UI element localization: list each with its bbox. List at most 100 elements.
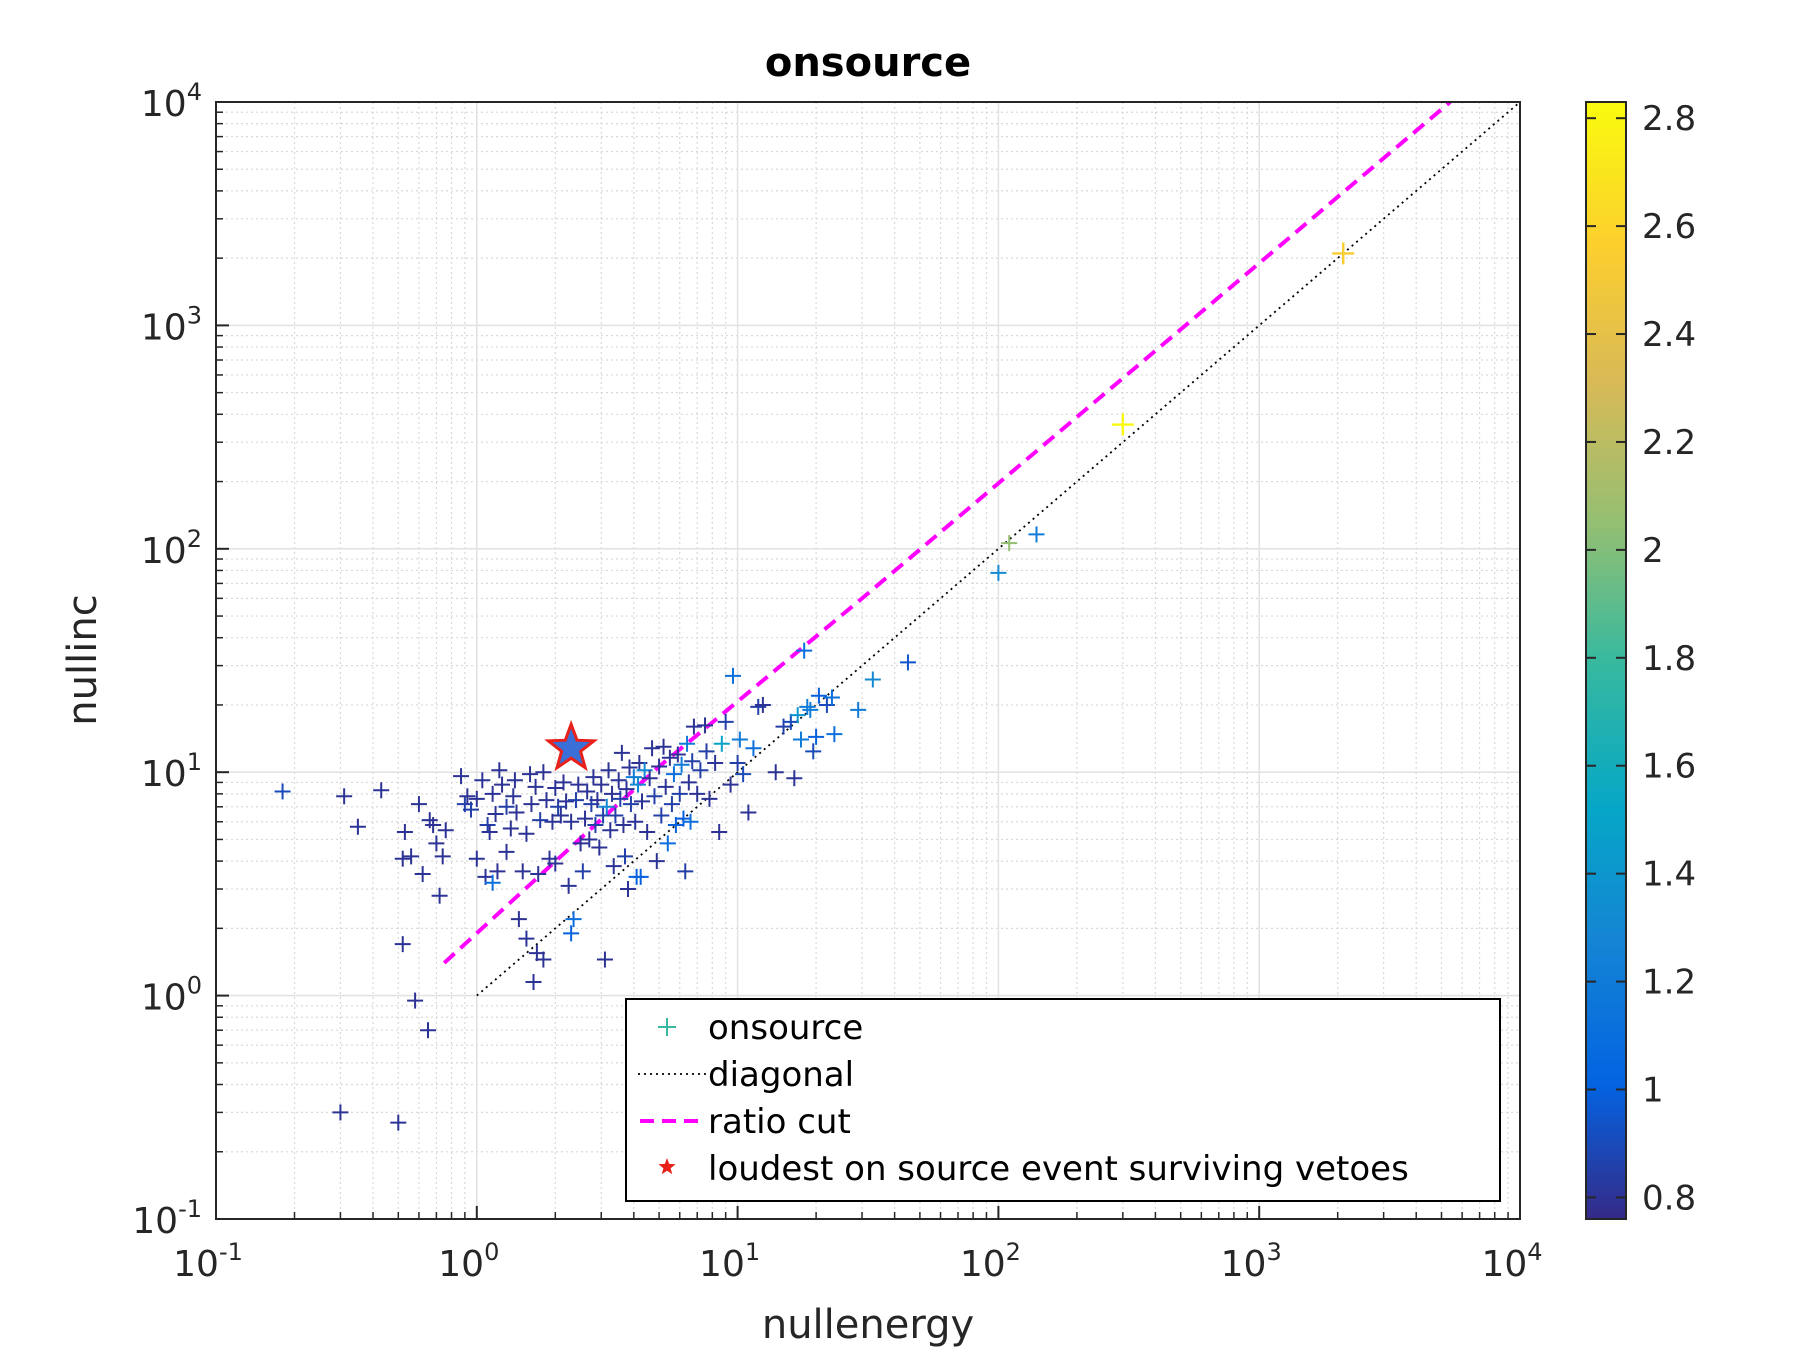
onsource-point	[826, 726, 843, 743]
onsource-point	[644, 740, 661, 757]
onsource-point	[563, 813, 580, 830]
onsource-point	[462, 801, 479, 818]
onsource-point	[667, 817, 684, 834]
onsource-point	[491, 762, 508, 779]
onsource-point	[410, 796, 427, 813]
onsource-point	[552, 807, 569, 824]
onsource-point	[782, 713, 799, 730]
y-axis-label: nullinc	[60, 594, 106, 725]
onsource-point	[474, 772, 491, 789]
y-tick-labels: 10-1 100 101 102 103 104	[132, 78, 202, 1242]
onsource-point	[585, 769, 602, 786]
onsource-point	[403, 848, 420, 865]
onsource-point	[673, 756, 690, 773]
colorbar-tick-label: 2	[1642, 531, 1664, 571]
onsource-point	[754, 696, 771, 713]
onsource-point	[567, 792, 584, 809]
onsource-point	[665, 766, 682, 783]
onsource-point	[274, 783, 291, 800]
legend: onsource diagonal ratio cut loudest on s…	[625, 998, 1501, 1202]
onsource-point	[558, 793, 575, 810]
onsource-points	[274, 242, 1355, 1131]
colorbar-tick-label: 1.4	[1642, 855, 1696, 895]
onsource-point	[685, 718, 702, 735]
onsource-point	[600, 762, 617, 779]
chart-title: onsource	[765, 40, 971, 86]
onsource-point	[659, 835, 676, 852]
onsource-point	[498, 843, 515, 860]
onsource-point	[1028, 526, 1045, 543]
onsource-point	[407, 992, 424, 1009]
x-tick-label: 100	[438, 1238, 499, 1285]
onsource-point	[697, 717, 714, 734]
legend-star-icon	[658, 1158, 676, 1175]
x-tick-labels: 10-1 100 101 102 103 104	[173, 1238, 1542, 1285]
onsource-point	[864, 671, 881, 688]
onsource-point	[740, 804, 757, 821]
onsource-point	[579, 783, 596, 800]
x-tick-label: 103	[1221, 1238, 1282, 1285]
legend-plus-icon	[658, 1018, 676, 1036]
onsource-point	[572, 835, 589, 852]
onsource-point	[570, 776, 587, 793]
onsource-point	[522, 766, 539, 783]
legend-box	[625, 998, 1501, 1202]
onsource-point	[510, 911, 527, 928]
onsource-point	[796, 642, 813, 659]
colorbar-tick-label: 1.2	[1642, 963, 1696, 1003]
onsource-point	[518, 825, 535, 842]
onsource-point	[602, 822, 619, 839]
onsource-point	[574, 863, 591, 880]
onsource-point	[692, 762, 709, 779]
onsource-point	[680, 774, 697, 791]
onsource-point	[527, 778, 544, 795]
onsource-point	[1111, 413, 1134, 436]
colorbar-tick-label: 0.8	[1642, 1178, 1696, 1218]
colorbar-tick-label: 1.6	[1642, 747, 1696, 787]
legend-entry-onsource: onsource	[658, 1008, 863, 1048]
onsource-point	[523, 796, 540, 813]
onsource-point	[525, 974, 542, 991]
onsource-point	[481, 823, 498, 840]
legend-label: diagonal	[708, 1055, 854, 1095]
onsource-point	[532, 812, 549, 829]
plot-frame	[215, 101, 1521, 1220]
onsource-point	[518, 930, 535, 947]
onsource-point	[679, 735, 696, 752]
y-tick-label: 101	[141, 748, 202, 795]
y-tick-label: 102	[141, 525, 202, 572]
onsource-point	[332, 1104, 349, 1121]
colorbar-tick-label: 1	[1642, 1070, 1664, 1110]
onsource-point	[689, 785, 706, 802]
y-tick-label: 100	[141, 972, 202, 1019]
onsource-point	[560, 877, 577, 894]
onsource-point	[414, 866, 431, 883]
x-tick-label: 101	[699, 1238, 760, 1285]
colorbar-tick-label: 1.8	[1642, 639, 1696, 679]
onsource-point	[349, 818, 366, 835]
onsource-point	[589, 792, 606, 809]
onsource-point	[786, 770, 803, 787]
onsource-point	[605, 858, 622, 875]
loudest-event-star	[544, 719, 599, 772]
onsource-point	[577, 810, 594, 827]
onsource-point	[648, 853, 665, 870]
onsource-point	[616, 848, 633, 865]
onsource-point	[508, 804, 525, 821]
onsource-point	[899, 654, 916, 671]
onsource-point	[505, 788, 522, 805]
onsource-point	[735, 766, 752, 783]
onsource-point	[805, 743, 822, 760]
onsource-point	[767, 764, 784, 781]
onsource-point	[396, 823, 413, 840]
y-tick-label: 103	[141, 301, 202, 348]
onsource-point	[711, 823, 728, 840]
onsource-point	[745, 740, 762, 757]
legend-entry-diagonal: diagonal	[638, 1055, 854, 1095]
onsource-point	[713, 735, 730, 752]
onsource-point	[610, 772, 627, 789]
onsource-point	[593, 776, 610, 793]
colorbar-gradient	[1585, 101, 1627, 1220]
onsource-point	[634, 793, 651, 810]
onsource-point	[850, 701, 867, 718]
